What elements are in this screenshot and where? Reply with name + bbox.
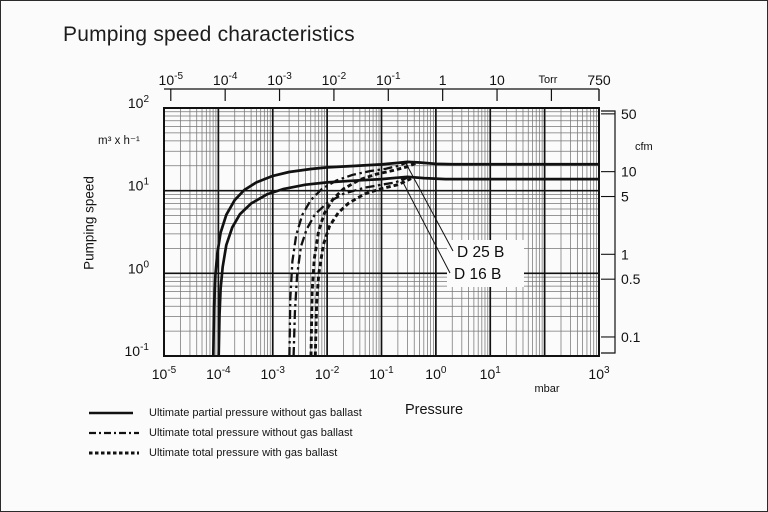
pump-label-d25b: D 25 B — [457, 244, 505, 261]
legend-item-solid: Ultimate partial pressure without gas ba… — [88, 406, 362, 419]
torr-tick-label: 750 — [587, 72, 611, 88]
legend-label: Ultimate total pressure with gas ballast — [149, 446, 338, 459]
torr-tick-label: 10 — [489, 72, 505, 88]
legend-line-sample-dashed — [89, 451, 139, 454]
y-axis-title: Pumping speed — [81, 176, 97, 270]
curve-d25b-dashed — [309, 161, 418, 357]
x-tick-label: 10-4 — [206, 365, 231, 382]
curve-d25b-solid — [211, 160, 599, 357]
cfm-tick-label: 0.5 — [621, 271, 641, 287]
x-axis-title: Pressure — [404, 402, 464, 418]
chart-title: Pumping speed characteristics — [63, 23, 355, 46]
y-tick-label: 100 — [128, 259, 150, 276]
torr-tick-label: 10-4 — [213, 71, 238, 88]
cfm-tick-label: 5 — [621, 189, 629, 205]
legend-label: Ultimate partial pressure without gas ba… — [149, 406, 362, 419]
x-tick-label: 103 — [588, 365, 610, 382]
torr-tick-label: 10-3 — [267, 71, 292, 88]
curve-d16b-solid — [217, 175, 599, 357]
cfm-axis-bracket — [601, 110, 616, 354]
torr-tick-label: 1 — [439, 72, 447, 88]
curve-d25b-dashdot — [288, 161, 408, 357]
x-tick-label: 10-5 — [152, 365, 177, 382]
legend-label: Ultimate total pressure without gas ball… — [149, 426, 353, 439]
y-axis-unit: m³ x h⁻¹ — [98, 135, 140, 147]
plot-border — [163, 107, 600, 357]
cfm-tick-label: 10 — [621, 164, 637, 180]
pump-label-d16b: D 16 B — [454, 266, 502, 283]
x-tick-label: 101 — [480, 365, 502, 382]
y-tick-label: 10-1 — [125, 342, 150, 359]
cfm-unit-label: cfm — [635, 141, 653, 153]
mbar-unit-label: mbar — [534, 383, 559, 395]
x-tick-label: 10-2 — [315, 365, 340, 382]
torr-tick-label: 10-5 — [159, 71, 184, 88]
cfm-tick-label: 1 — [621, 246, 629, 262]
leader-line-d16b — [400, 178, 451, 274]
x-tick-label: 10-1 — [369, 365, 394, 382]
legend-line-sample-dashdot — [89, 431, 139, 434]
curve-d16b-dashed — [313, 177, 412, 357]
cfm-tick-label: 50 — [621, 106, 637, 122]
cfm-tick-label: 0.1 — [621, 329, 641, 345]
torr-tick-label: 10-1 — [376, 71, 401, 88]
legend-line-sample-solid — [89, 411, 133, 414]
y-tick-label: 102 — [128, 94, 150, 111]
y-tick-label: 101 — [128, 177, 150, 194]
legend-item-dashed: Ultimate total pressure with gas ballast — [88, 446, 362, 459]
torr-unit-label: Torr — [539, 74, 558, 86]
pump-label-box — [447, 240, 524, 287]
leader-line-d25b — [405, 163, 454, 252]
curve-d16b-dashdot — [292, 176, 408, 357]
legend: Ultimate partial pressure without gas ba… — [88, 406, 362, 466]
x-tick-label: 100 — [425, 365, 447, 382]
torr-tick-label: 10-2 — [322, 71, 347, 88]
x-tick-label: 10-3 — [261, 365, 286, 382]
legend-item-dashdot: Ultimate total pressure without gas ball… — [88, 426, 362, 439]
